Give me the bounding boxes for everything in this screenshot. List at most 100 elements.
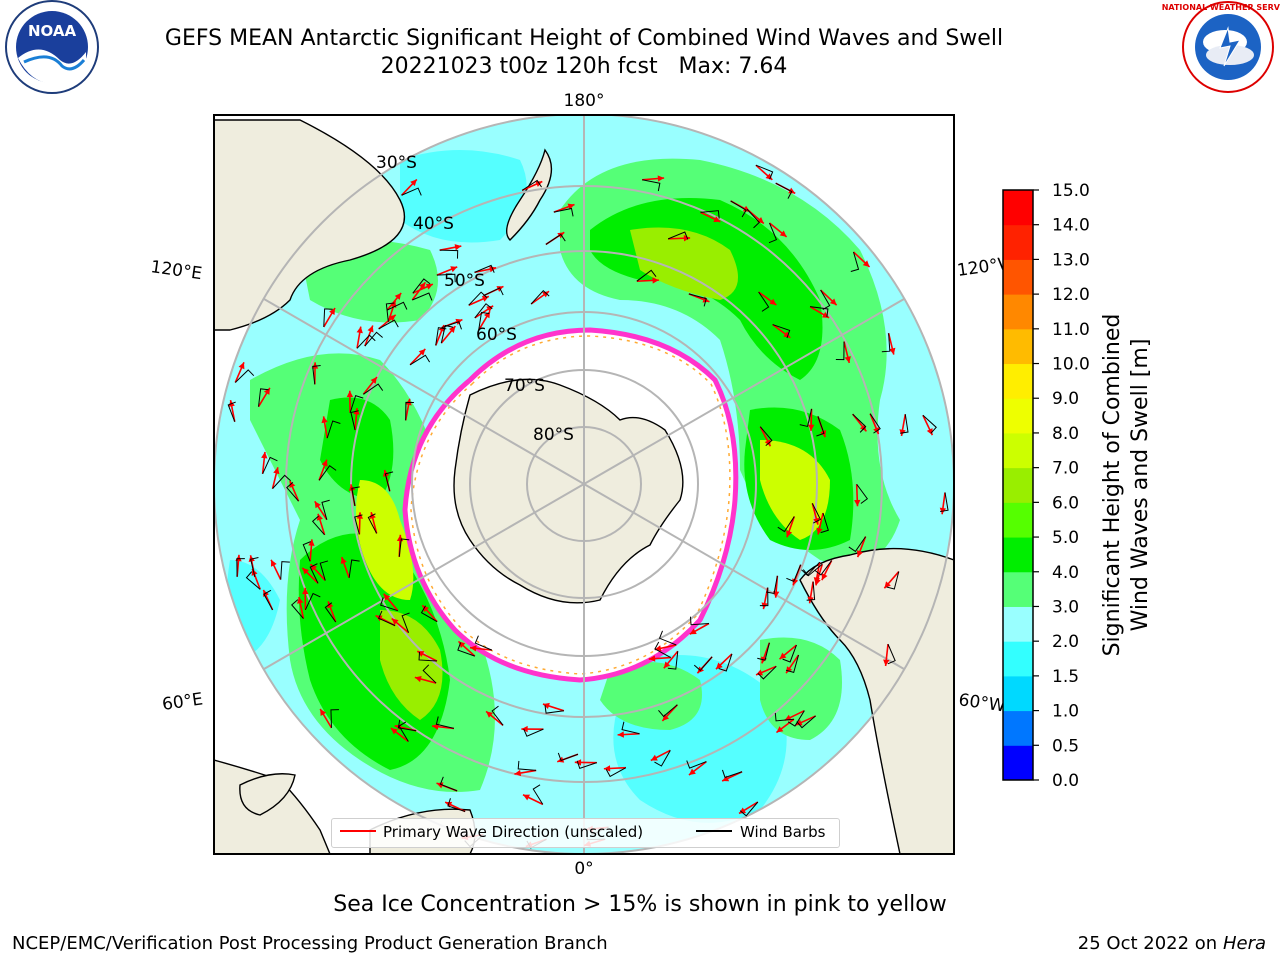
wind-barb (796, 715, 816, 729)
wind-barb (557, 752, 579, 762)
wave-arrow-head (792, 578, 799, 586)
wind-barb (774, 712, 795, 722)
colorbar-segment (1003, 294, 1033, 330)
wind-barb (757, 642, 770, 661)
wave-arrow-head (786, 530, 793, 538)
legend-swatch-wind-barbs (696, 830, 732, 832)
wave-arrow-head (523, 794, 530, 801)
wind-barb (356, 334, 376, 349)
legend-label-wind-barbs: Wind Barbs (740, 823, 826, 841)
wind-barb (801, 561, 821, 576)
wind-barb (348, 559, 360, 578)
wind-barb (302, 541, 311, 562)
wave-arrow-head (739, 807, 747, 814)
wave-arrow-head (884, 581, 891, 589)
wave-arrow-head (261, 451, 268, 459)
wave-arrow-head (722, 775, 730, 782)
wave-arrow-head (663, 661, 671, 669)
chart-subtitle: 20221023 t00z 120h fcst Max: 7.64 (380, 54, 788, 79)
wind-barb (820, 512, 829, 534)
land-masses (214, 119, 954, 854)
wind-barb (642, 179, 661, 192)
sea-ice-caption: Sea Ice Concentration > 15% is shown in … (333, 892, 947, 917)
colorbar-segment (1003, 432, 1033, 469)
wind-barb (304, 592, 321, 611)
wind-barb (280, 561, 290, 580)
wind-barb (523, 728, 544, 737)
lat-label-30s: 30°S (376, 153, 417, 173)
wave-arrow-head (756, 669, 764, 676)
lat-label-80s: 80°S (533, 425, 574, 445)
wave-arrow-head (783, 331, 791, 338)
colorbar-tick-label: 13.0 (1052, 250, 1090, 270)
wave-arrow-head (414, 675, 422, 683)
wind-barb (922, 414, 937, 434)
wave-arrow-head (557, 232, 565, 239)
wind-barb (621, 721, 640, 735)
wind-barb (654, 750, 671, 767)
wind-barb (869, 413, 881, 434)
wave-arrow-head (340, 557, 347, 565)
wave-arrow-head (648, 655, 656, 662)
wave-arrow-head (327, 601, 334, 609)
colorbar-segment (1003, 363, 1033, 399)
wind-barb (350, 410, 359, 431)
wind-barb (439, 249, 459, 259)
map-frame (213, 114, 955, 855)
wind-barb (474, 264, 495, 273)
wind-barb (354, 514, 363, 535)
wind-barb (757, 665, 777, 680)
wave-arrow-head (321, 459, 328, 467)
wind-barb (330, 709, 339, 728)
wind-barb (746, 208, 761, 229)
wind-barb (263, 589, 274, 611)
wind-barb (262, 456, 278, 474)
wind-barb (478, 311, 490, 331)
wind-barb (517, 760, 537, 771)
wind-barb (378, 610, 396, 627)
wind-barb (856, 483, 869, 504)
wave-arrow-head (311, 362, 319, 369)
wind-barb (440, 324, 454, 344)
wind-barb (667, 231, 689, 240)
meridian-label-60e: 60°E (161, 689, 204, 714)
colorbar-tick-label: 0.0 (1052, 771, 1079, 791)
wave-arrow-head (769, 298, 777, 305)
footer-date: 25 Oct 2022 on Hera (1077, 933, 1266, 954)
wind-barb (553, 207, 574, 217)
wind-barbs (227, 164, 949, 849)
wind-barb (474, 635, 493, 651)
wind-barb (545, 233, 566, 245)
wind-barb (367, 513, 378, 534)
wind-barb (309, 563, 319, 584)
wave-arrow-head (784, 714, 792, 721)
wave-arrow-head (425, 283, 433, 290)
wave-arrow-head (297, 597, 304, 604)
wind-barb (886, 571, 900, 590)
wave-arrow-head (873, 427, 880, 435)
wind-barb (384, 471, 394, 492)
wave-arrow-head (779, 652, 787, 660)
colorbar-segment (1003, 259, 1033, 295)
wind-barb (658, 704, 678, 718)
colorbar-tick-label: 3.0 (1052, 597, 1079, 617)
wind-barb (441, 321, 462, 330)
wind-barb (544, 705, 564, 714)
wind-barb (324, 602, 337, 623)
wave-arrow-head (289, 481, 296, 488)
wave-arrow-head (813, 577, 820, 584)
wind-barb (766, 575, 778, 595)
wave-arrow-head (454, 244, 462, 251)
wave-arrow-head (470, 645, 477, 652)
wind-barb (323, 308, 333, 327)
wind-barb (380, 597, 398, 612)
wave-arrow-head (432, 723, 439, 730)
colorbar-label: Significant Height of Combined Wind Waves… (1100, 313, 1153, 657)
wind-barb (787, 710, 805, 727)
wave-arrow-head (567, 203, 575, 210)
wind-barb (387, 301, 408, 311)
wind-barb (236, 558, 245, 577)
colorbar-tick-label: 2.0 (1052, 632, 1079, 652)
wave-arrow-head (603, 765, 611, 772)
wind-barb (468, 291, 488, 306)
